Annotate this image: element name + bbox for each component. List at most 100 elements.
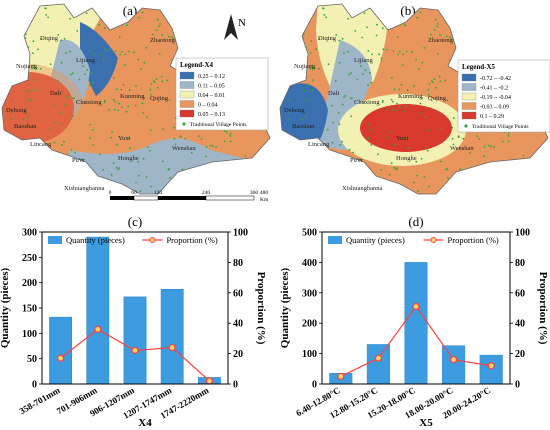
village-point bbox=[282, 73, 285, 76]
village-point bbox=[11, 79, 14, 81]
place-label: Pu'er bbox=[350, 157, 364, 164]
place-label: Kunming bbox=[398, 93, 423, 100]
village-point bbox=[110, 136, 113, 139]
village-point bbox=[86, 69, 89, 71]
tick-label-left: 50 bbox=[27, 354, 37, 365]
village-point bbox=[32, 52, 34, 54]
village-point bbox=[155, 78, 158, 80]
village-point bbox=[152, 80, 155, 82]
village-point bbox=[447, 177, 449, 179]
village-point bbox=[488, 189, 491, 192]
village-point bbox=[377, 153, 379, 156]
village-point bbox=[156, 86, 159, 89]
village-point bbox=[323, 154, 326, 157]
village-point bbox=[118, 102, 120, 105]
village-point bbox=[446, 99, 449, 102]
village-point bbox=[190, 151, 193, 154]
village-point bbox=[427, 88, 430, 91]
village-point bbox=[311, 67, 314, 70]
village-point bbox=[89, 123, 92, 126]
village-point bbox=[70, 73, 72, 76]
village-point bbox=[240, 7, 243, 10]
village-point bbox=[298, 37, 301, 39]
place-labels-b: Diqing Nujiang Lijiang Zhaotong Dali Qujing Ch… bbox=[284, 35, 474, 192]
village-point bbox=[172, 24, 175, 27]
village-point bbox=[391, 100, 394, 103]
legend-item-label: 0.1 – 0.29 bbox=[480, 114, 504, 120]
village-point bbox=[15, 72, 18, 74]
bar bbox=[404, 262, 428, 385]
village-point bbox=[310, 52, 312, 54]
village-point bbox=[388, 136, 391, 139]
village-point bbox=[98, 23, 100, 26]
village-point bbox=[405, 50, 408, 53]
bar bbox=[49, 316, 73, 385]
village-point bbox=[452, 117, 455, 119]
village-point bbox=[495, 186, 498, 189]
village-point bbox=[22, 169, 25, 172]
village-point bbox=[223, 140, 226, 143]
proportion-point bbox=[205, 377, 213, 385]
village-point bbox=[331, 141, 334, 144]
village-point bbox=[407, 147, 410, 150]
village-point bbox=[411, 51, 413, 54]
village-point bbox=[477, 176, 480, 179]
village-point bbox=[393, 88, 396, 91]
village-point bbox=[122, 83, 125, 86]
village-point bbox=[522, 154, 525, 157]
village-point bbox=[24, 46, 27, 48]
village-point bbox=[348, 73, 350, 76]
village-point bbox=[395, 168, 397, 171]
village-point bbox=[72, 97, 74, 100]
legend-item-label: -0.41 – -0.2 bbox=[480, 86, 508, 92]
tick-label-left: 200 bbox=[302, 319, 317, 330]
village-point bbox=[302, 46, 305, 48]
village-point bbox=[350, 115, 352, 118]
village-point bbox=[303, 72, 306, 75]
village-point bbox=[35, 67, 38, 70]
village-point bbox=[507, 140, 510, 143]
village-point bbox=[352, 151, 354, 154]
village-point bbox=[6, 52, 9, 55]
place-label: Zhaotong bbox=[150, 37, 176, 44]
bar bbox=[366, 344, 390, 385]
village-point bbox=[200, 32, 203, 35]
place-labels-a: Diqing Nujiang Lijiang Zhaotong Dali Qujing Ch… bbox=[6, 35, 196, 192]
village-point bbox=[113, 76, 115, 79]
village-point bbox=[19, 72, 21, 75]
village-point bbox=[92, 81, 94, 84]
village-point bbox=[103, 27, 106, 30]
village-point bbox=[147, 146, 149, 149]
village-point bbox=[25, 190, 28, 193]
village-point bbox=[318, 38, 320, 40]
tick-label-left: 0 bbox=[32, 380, 37, 391]
village-point bbox=[112, 162, 115, 165]
village-point bbox=[491, 191, 494, 193]
village-point bbox=[300, 169, 303, 172]
tick-label-right: 80 bbox=[515, 258, 525, 269]
place-label: Diqing bbox=[40, 35, 59, 42]
village-point bbox=[476, 54, 479, 57]
village-point bbox=[323, 14, 326, 16]
village-point bbox=[338, 160, 341, 163]
bar bbox=[479, 354, 503, 385]
scale-seg bbox=[205, 195, 255, 201]
village-point bbox=[445, 168, 448, 171]
village-point bbox=[361, 36, 364, 39]
place-label: Nujiang bbox=[16, 63, 38, 70]
village-point bbox=[89, 84, 91, 87]
tick-label-right: 60 bbox=[515, 288, 525, 299]
village-point bbox=[489, 145, 492, 148]
village-point bbox=[397, 190, 400, 193]
village-point bbox=[304, 98, 307, 101]
village-point bbox=[10, 99, 13, 101]
tick-label-left: 0 bbox=[312, 380, 317, 391]
village-point bbox=[285, 64, 288, 67]
village-point bbox=[145, 46, 148, 49]
village-point bbox=[113, 100, 116, 103]
village-point bbox=[380, 168, 382, 171]
village-point bbox=[33, 64, 35, 67]
village-point bbox=[174, 143, 177, 146]
x-axis-label: X4 bbox=[138, 417, 152, 429]
village-point bbox=[435, 18, 437, 21]
